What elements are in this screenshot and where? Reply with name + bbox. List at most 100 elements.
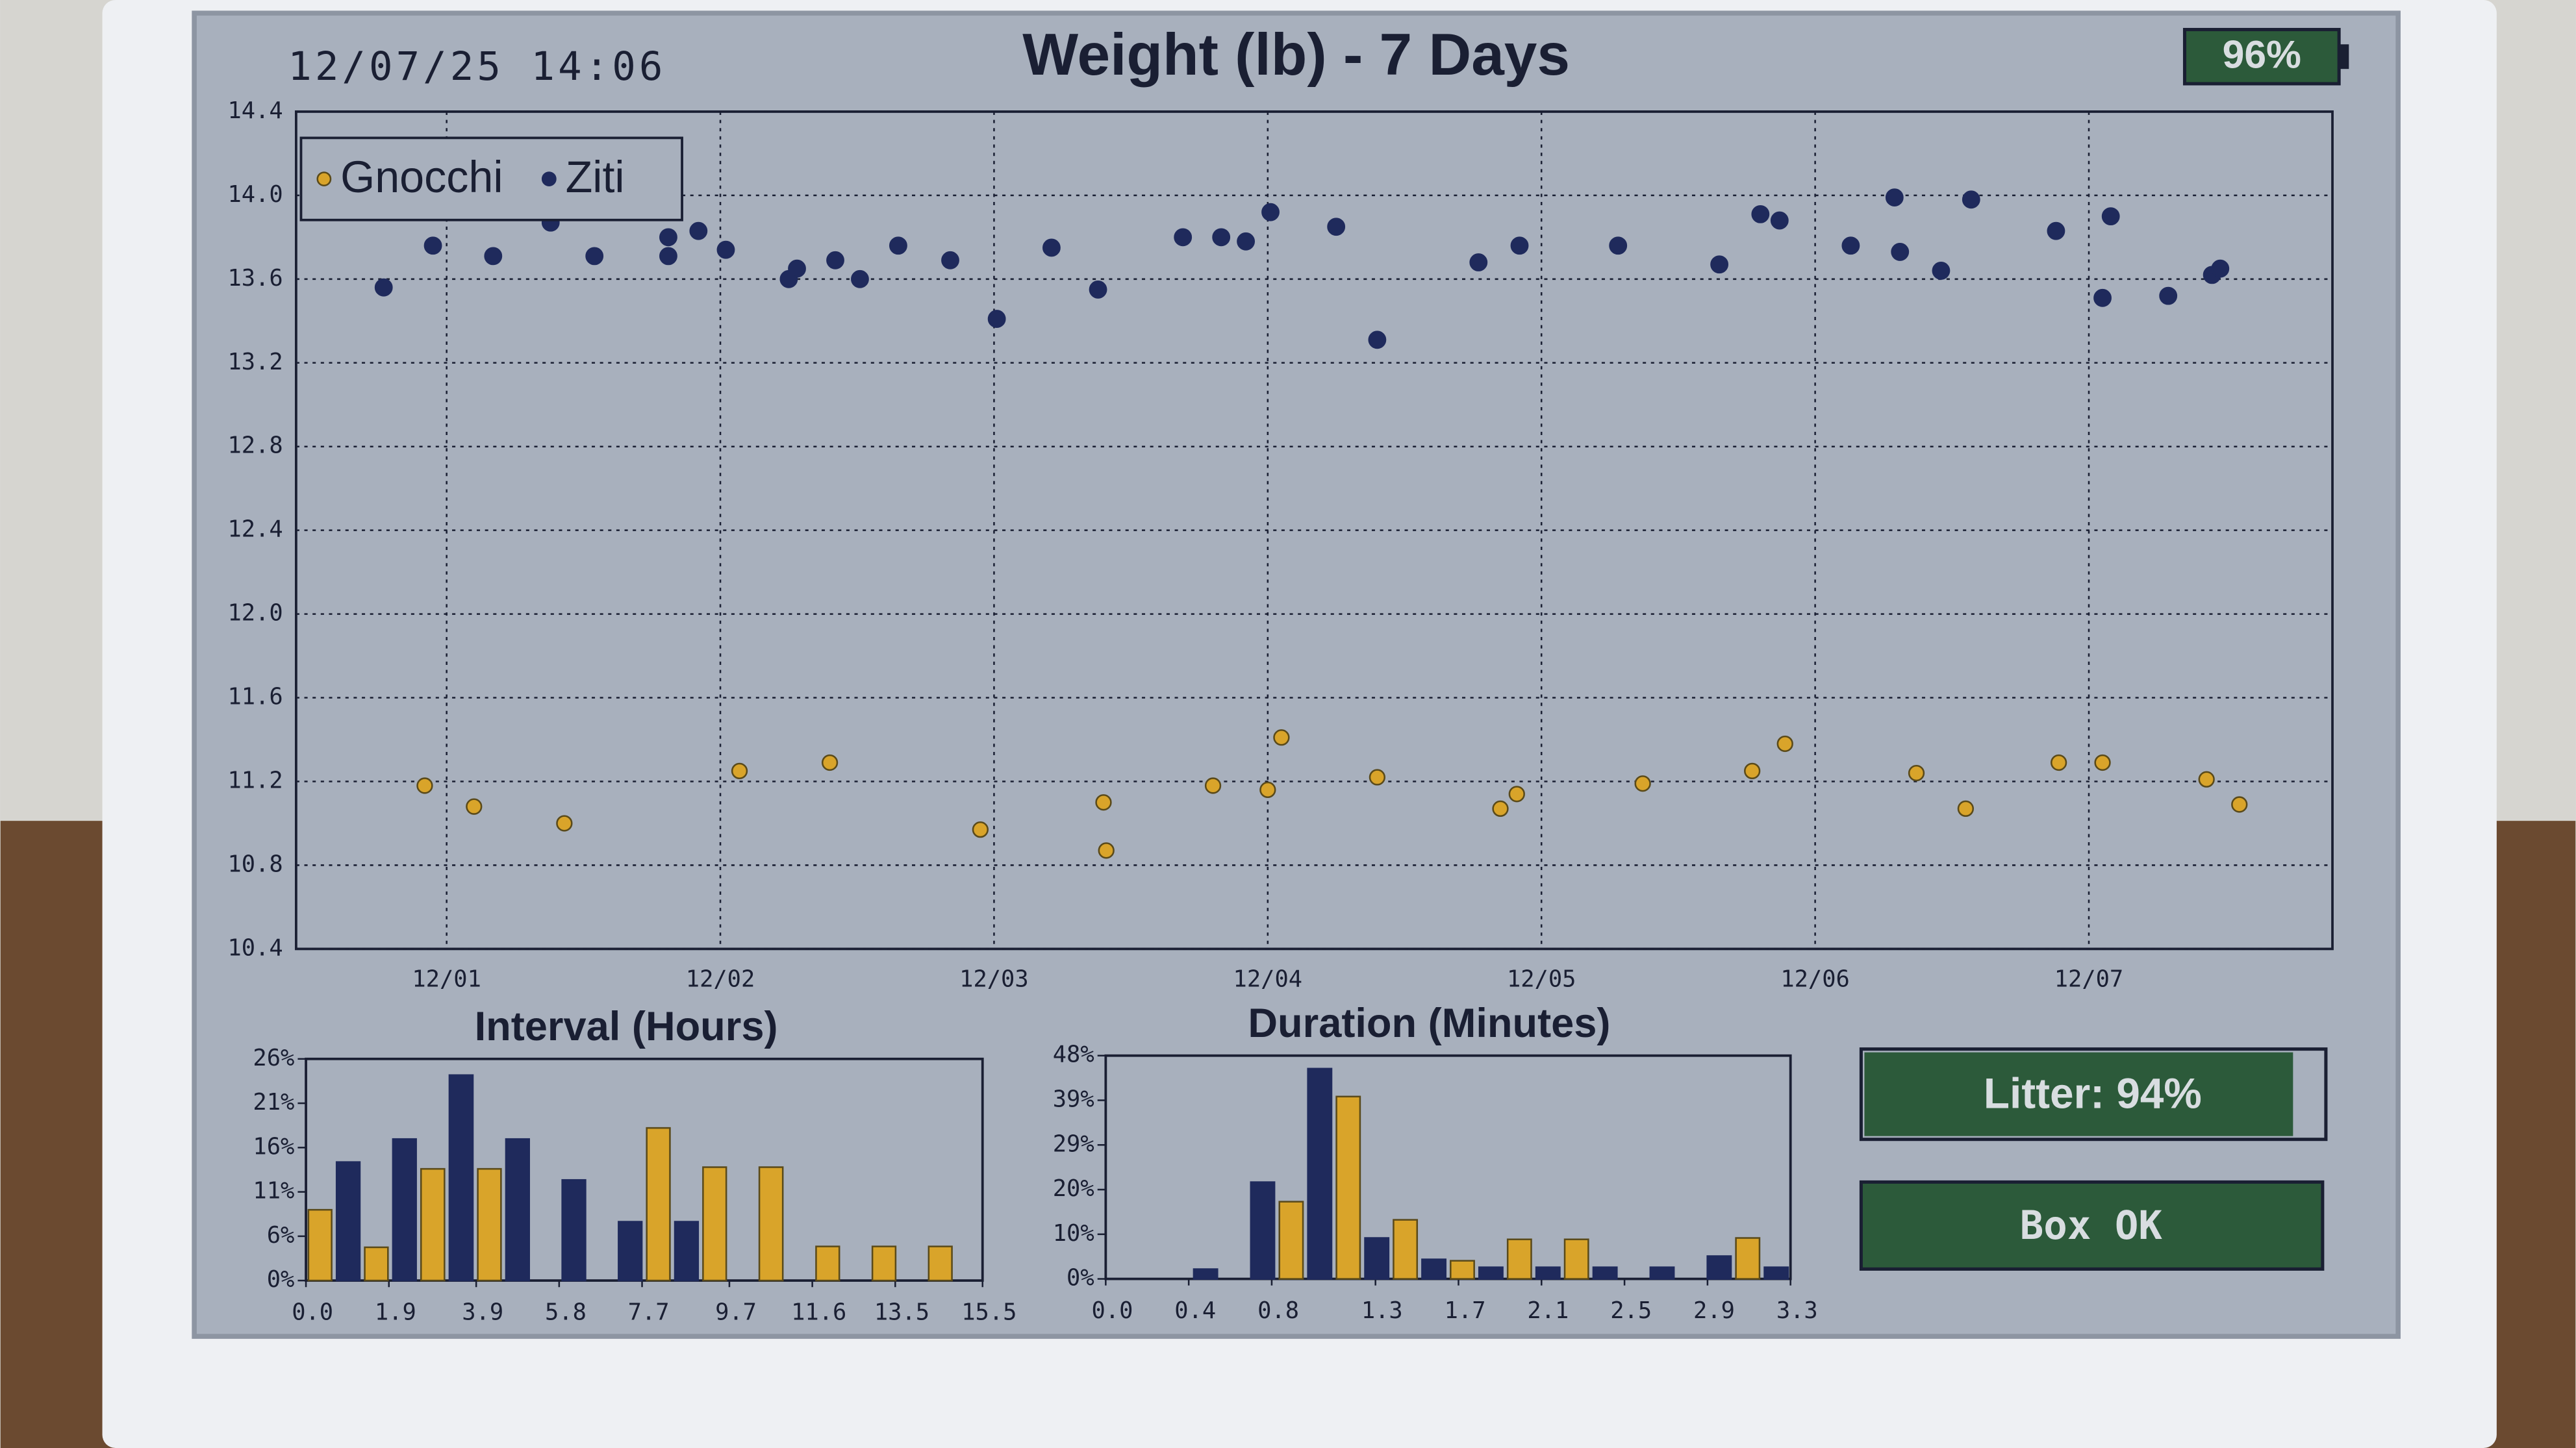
histogram-bar	[928, 1245, 953, 1282]
histogram-bar	[815, 1245, 840, 1282]
data-point	[1273, 729, 1290, 746]
data-point	[585, 247, 604, 266]
chart-title: Duration (Minutes)	[1248, 1001, 1610, 1046]
legend-marker	[316, 171, 332, 186]
data-point	[2050, 754, 2067, 771]
y-tick-label: 11%	[253, 1178, 294, 1205]
data-point	[2101, 207, 2120, 226]
x-tick-label: 1.9	[375, 1299, 416, 1326]
x-tick-label: 12/06	[1780, 966, 1850, 992]
data-point	[1776, 735, 1793, 753]
histogram-bar	[1250, 1181, 1276, 1280]
data-point	[1369, 769, 1386, 786]
data-point	[1368, 331, 1387, 349]
data-point	[1259, 781, 1276, 799]
x-tick-label: 3.3	[1776, 1297, 1818, 1324]
histogram-bar	[1763, 1266, 1789, 1280]
battery	[2182, 27, 2341, 86]
data-point	[941, 251, 959, 269]
x-tick-label: 2.9	[1693, 1297, 1735, 1324]
histogram-bar	[505, 1138, 530, 1282]
data-point	[659, 228, 677, 247]
data-point	[821, 754, 839, 771]
histogram-bar	[1649, 1266, 1675, 1280]
histogram-bar	[1478, 1266, 1504, 1280]
data-point	[1492, 800, 1509, 818]
x-tick-label: 1.7	[1445, 1297, 1486, 1324]
histogram-bar	[392, 1138, 417, 1282]
y-tick-label: 14.4	[227, 97, 283, 124]
data-point	[1908, 764, 1925, 782]
data-point	[1237, 232, 1256, 251]
histogram-bar	[561, 1179, 587, 1282]
histogram-bar	[364, 1246, 389, 1282]
y-tick-label: 10.8	[227, 851, 283, 877]
data-point	[1469, 253, 1488, 271]
box-label: Box OK	[2020, 1203, 2163, 1249]
data-point	[2047, 221, 2065, 240]
data-point	[731, 762, 748, 780]
y-tick-label: 14.0	[227, 181, 283, 208]
histogram-bar	[1421, 1258, 1446, 1280]
y-tick-label: 0%	[267, 1266, 295, 1293]
y-tick-label: 12.4	[227, 516, 283, 543]
data-point	[1204, 777, 1222, 794]
litter-fill	[1864, 1052, 2293, 1136]
data-point	[1609, 236, 1628, 255]
data-point	[556, 815, 573, 832]
x-tick-label: 12/03	[959, 966, 1029, 992]
data-point	[1042, 238, 1061, 257]
x-tick-label: 9.7	[715, 1299, 757, 1326]
data-point	[1098, 842, 1115, 859]
x-tick-label: 12/01	[412, 966, 481, 992]
histogram-bar	[702, 1166, 727, 1282]
histogram-bar	[674, 1221, 700, 1282]
y-tick-label: 21%	[253, 1089, 294, 1116]
x-tick-label: 12/05	[1507, 966, 1576, 992]
data-point	[788, 259, 806, 278]
histogram-bar	[1278, 1201, 1304, 1280]
data-point	[1744, 762, 1761, 780]
data-point	[889, 236, 907, 255]
data-point	[2159, 286, 2178, 305]
y-tick-label: 12.0	[227, 600, 283, 627]
box-status	[1859, 1180, 2325, 1271]
data-point	[1510, 236, 1529, 255]
histogram-bar	[335, 1161, 361, 1282]
data-point	[2094, 754, 2111, 771]
data-point	[416, 777, 433, 794]
histogram-bar	[1735, 1237, 1761, 1280]
histogram-bar	[1393, 1219, 1419, 1280]
histogram-bar	[618, 1221, 643, 1282]
histogram-bar	[1506, 1238, 1532, 1280]
data-point	[1751, 205, 1770, 223]
data-point	[1932, 262, 1951, 280]
data-point	[1885, 188, 1904, 207]
y-tick-label: 10%	[1053, 1220, 1094, 1247]
y-tick-label: 11.6	[227, 684, 283, 710]
x-tick-label: 12/02	[686, 966, 755, 992]
histogram-bar	[1193, 1268, 1219, 1280]
legend-label: Ziti	[566, 153, 625, 202]
data-point	[374, 278, 393, 297]
data-point	[1261, 203, 1280, 221]
histogram-bar	[1450, 1260, 1475, 1280]
y-tick-label: 10.4	[227, 934, 283, 961]
y-tick-label: 26%	[253, 1045, 294, 1071]
x-tick-label: 3.9	[462, 1299, 503, 1326]
data-point	[2231, 796, 2248, 813]
y-tick-label: 29%	[1053, 1130, 1094, 1157]
histogram-bar	[646, 1127, 671, 1282]
data-point	[1770, 211, 1789, 230]
data-point	[2211, 259, 2230, 278]
data-point	[987, 310, 1006, 328]
x-tick-label: 1.3	[1361, 1297, 1403, 1324]
y-tick-label: 20%	[1053, 1175, 1094, 1202]
data-point	[484, 247, 503, 266]
data-point	[1634, 775, 1651, 792]
chart-title: Interval (Hours)	[475, 1004, 778, 1049]
y-tick-label: 48%	[1053, 1042, 1094, 1068]
x-tick-label: 12/07	[2054, 966, 2124, 992]
